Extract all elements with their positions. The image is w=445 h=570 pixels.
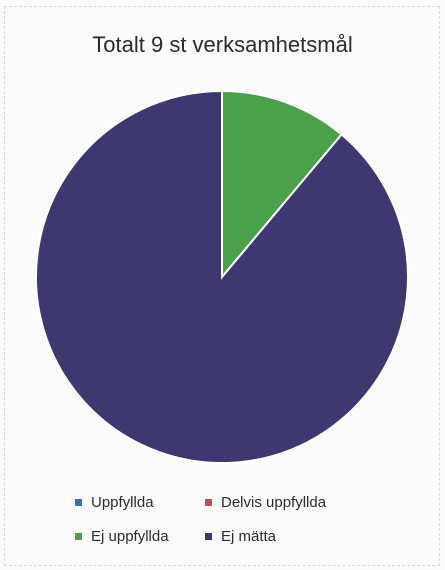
pie-slice-ej-m-tta: [35, 89, 409, 464]
legend-label-ej-matta: Ej mätta: [221, 527, 277, 545]
legend-item-ej-matta: Ej mätta: [205, 526, 405, 546]
chart-title: Totalt 9 st verksamhetsmål: [92, 32, 353, 57]
legend-label-ej-uppfyllda: Ej uppfyllda: [91, 527, 169, 545]
legend-label-delvis-uppfyllda: Delvis uppfyllda: [221, 493, 327, 511]
legend-item-ej-uppfyllda: Ej uppfyllda: [75, 526, 205, 546]
legend-label-uppfyllda: Uppfyllda: [91, 493, 154, 511]
legend-swatch-ej-matta: [205, 532, 212, 540]
legend-swatch-delvis-uppfyllda: [205, 498, 212, 506]
legend-swatch-ej-uppfyllda: [75, 532, 82, 540]
pie-slice-ej-uppfyllda: [221, 89, 343, 280]
legend-swatch-uppfyllda: [75, 498, 82, 506]
legend-item-delvis-uppfyllda: Delvis uppfyllda: [205, 492, 405, 512]
legend: Uppfyllda Delvis uppfyllda Ej uppfyllda …: [75, 492, 415, 546]
legend-item-uppfyllda: Uppfyllda: [75, 492, 205, 512]
